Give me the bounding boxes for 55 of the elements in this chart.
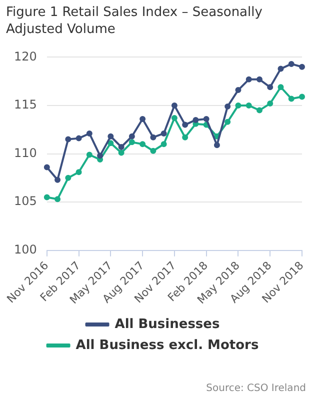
point xyxy=(246,102,252,108)
point xyxy=(44,194,50,200)
point xyxy=(256,107,262,114)
point xyxy=(140,116,146,122)
source-note: Source: CSO Ireland xyxy=(206,383,306,394)
point xyxy=(160,141,167,148)
point xyxy=(76,135,82,142)
point xyxy=(76,169,82,176)
y-tick-label: 115 xyxy=(14,98,37,112)
point xyxy=(54,176,61,183)
point xyxy=(288,60,294,67)
point xyxy=(150,134,156,140)
point xyxy=(192,116,199,123)
point xyxy=(108,133,114,140)
point xyxy=(278,84,284,90)
point xyxy=(203,116,210,122)
legend-label: All Businesses xyxy=(114,316,220,332)
point xyxy=(267,100,274,107)
point xyxy=(118,150,124,156)
legend-label: All Business excl. Motors xyxy=(76,338,259,353)
point xyxy=(140,141,146,148)
point xyxy=(278,66,284,72)
y-tick-label: 110 xyxy=(14,146,37,160)
point xyxy=(256,76,262,82)
point xyxy=(288,96,294,102)
y-tick-label: 100 xyxy=(14,242,37,256)
point xyxy=(235,87,242,94)
chart-title: Figure 1 Retail Sales Index – Seasonally Adjusted Volume xyxy=(6,4,264,38)
point xyxy=(214,142,220,148)
point xyxy=(299,64,305,70)
point xyxy=(118,144,124,150)
point xyxy=(235,102,242,108)
point xyxy=(108,140,114,146)
point xyxy=(171,102,178,108)
y-tick-label: 120 xyxy=(14,49,37,64)
point xyxy=(128,133,135,140)
point xyxy=(224,103,231,110)
point xyxy=(160,130,167,136)
point xyxy=(54,196,61,202)
point xyxy=(171,115,178,122)
point xyxy=(86,130,92,136)
point xyxy=(150,148,156,154)
point xyxy=(267,84,274,90)
point xyxy=(128,139,135,146)
point xyxy=(299,94,305,100)
point xyxy=(246,76,252,82)
point xyxy=(86,152,92,158)
y-tick-label: 105 xyxy=(14,194,37,208)
point xyxy=(44,164,50,170)
point xyxy=(65,136,72,142)
point xyxy=(65,174,72,181)
point xyxy=(182,134,188,140)
point xyxy=(224,118,231,125)
point xyxy=(182,122,188,128)
point xyxy=(97,152,104,159)
